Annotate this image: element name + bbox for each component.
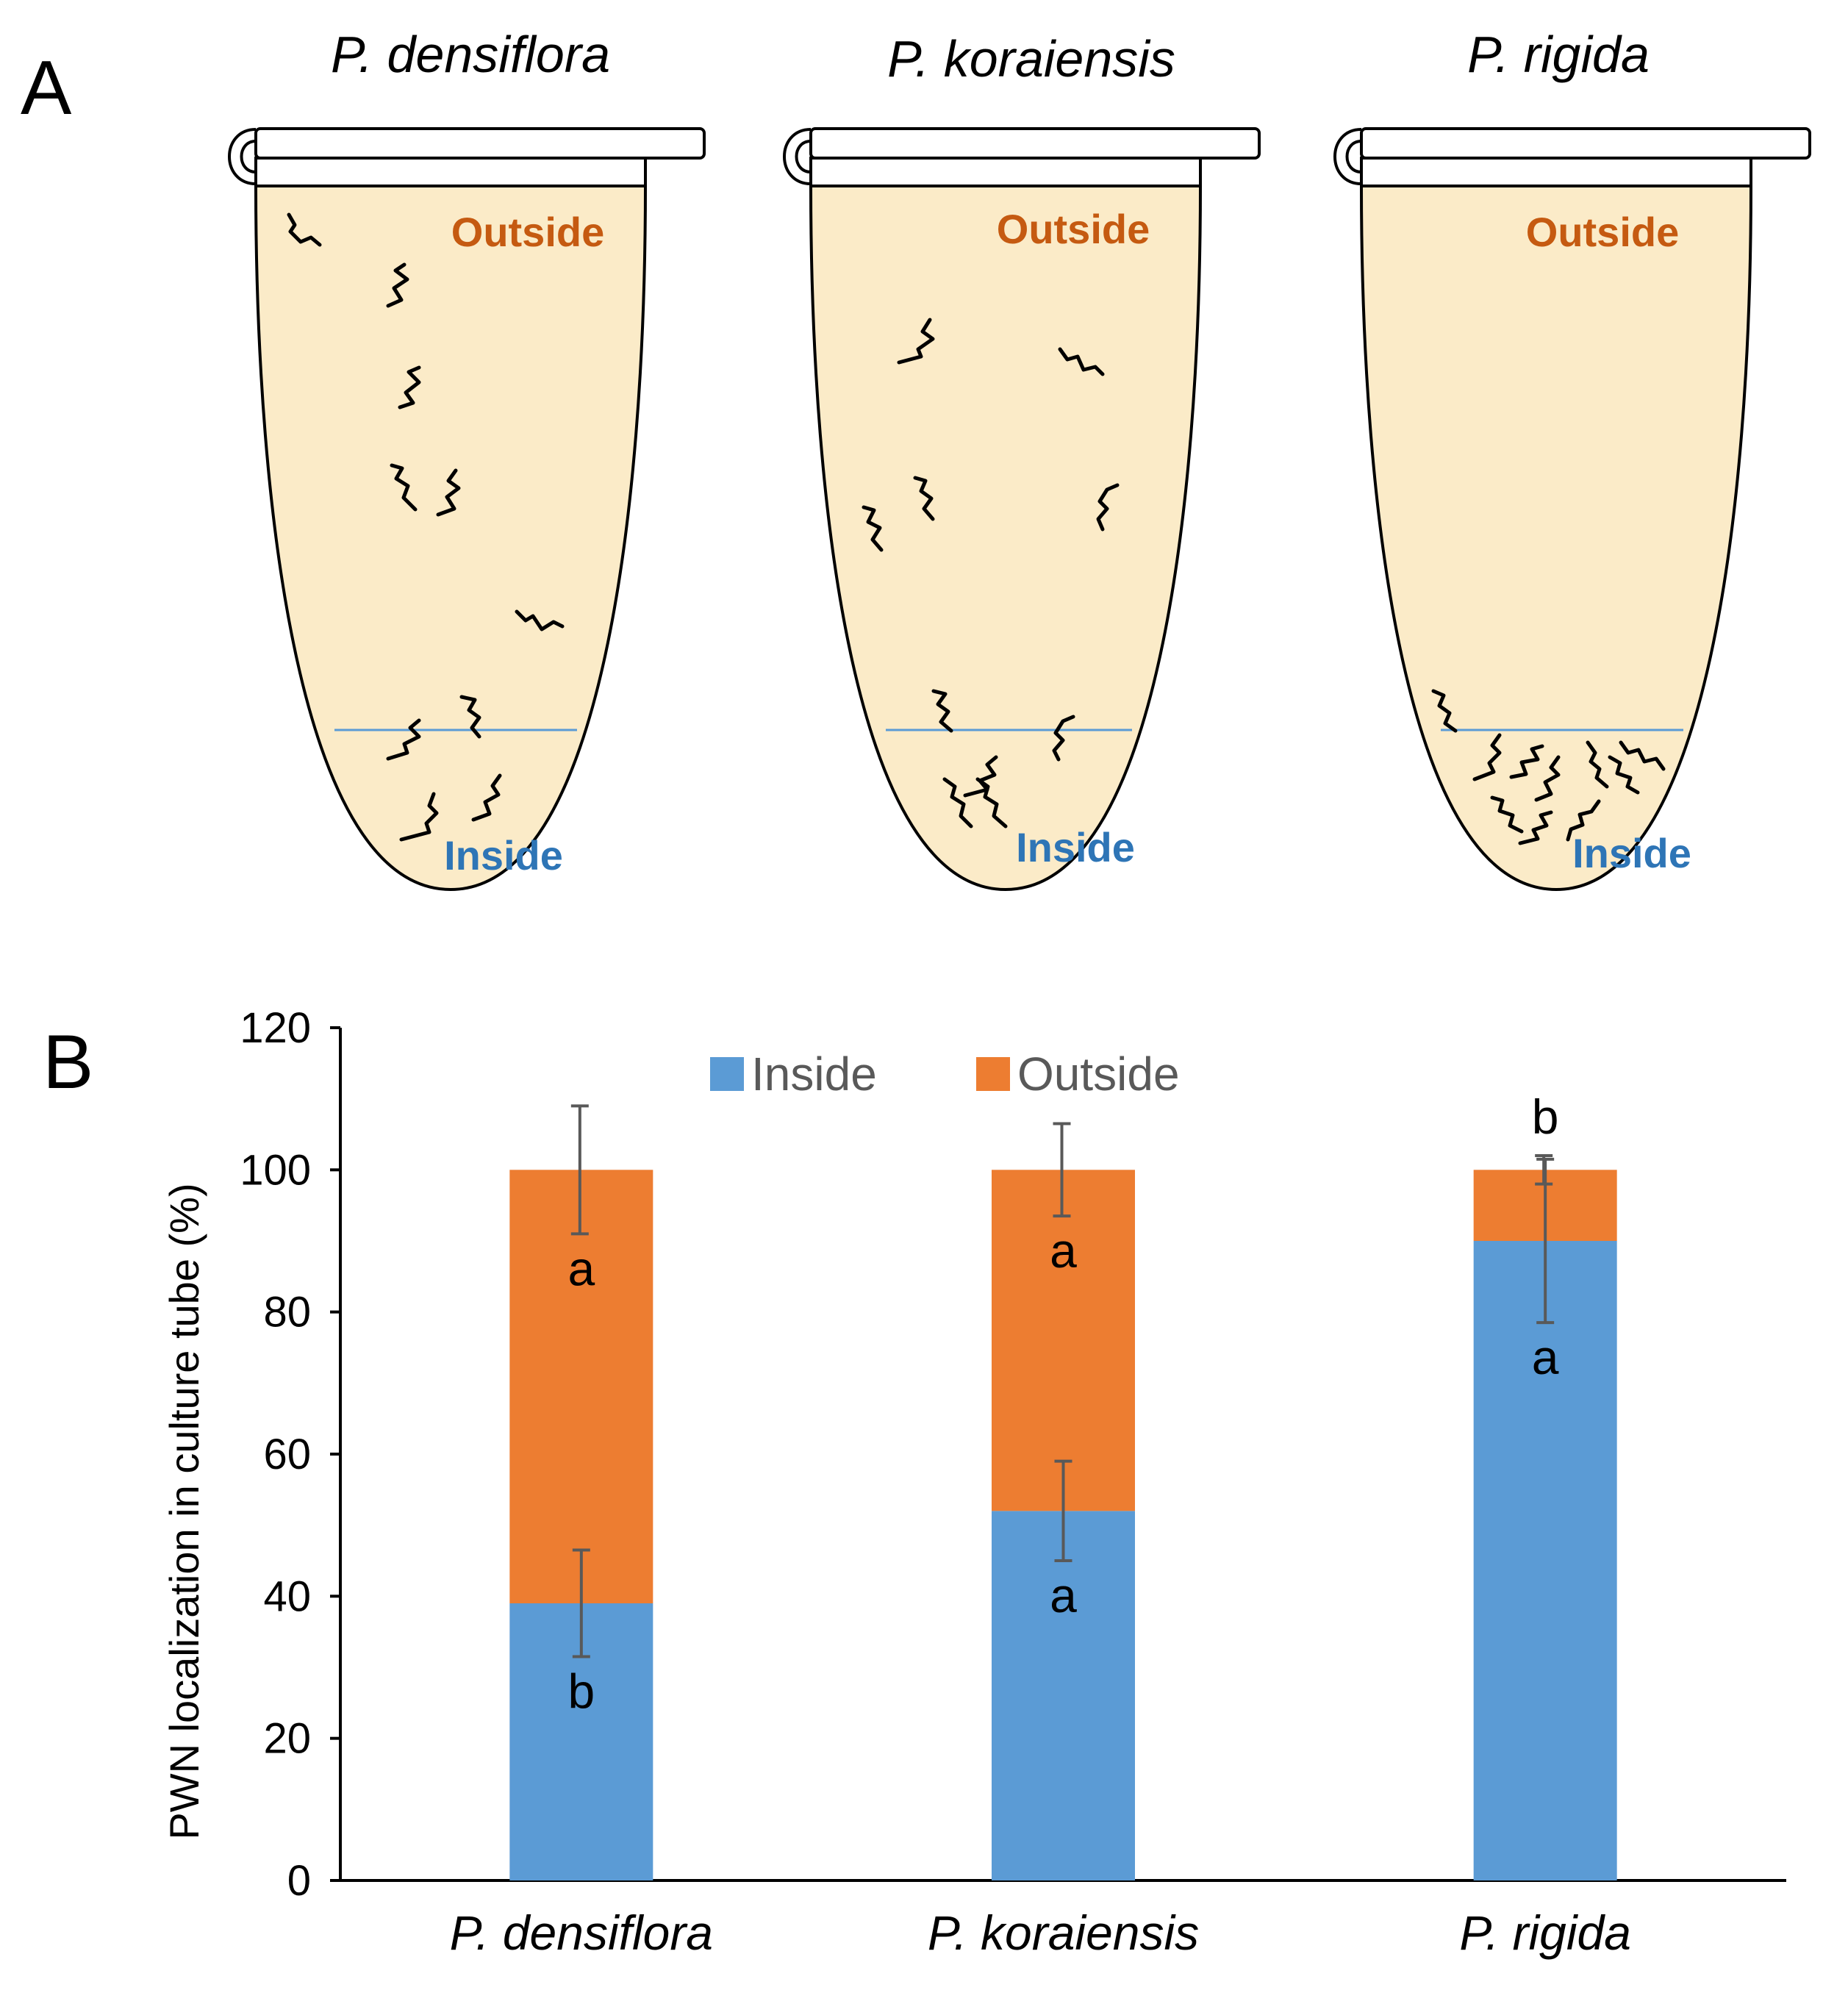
worms [1431,689,1666,845]
worm-icon [1096,483,1120,532]
stacked-bar-chart: PWN localization in culture tube (%) 0 20… [161,1004,1786,1960]
worm-icon [399,792,439,842]
worm-icon [1052,715,1075,762]
y-tick-label: 40 [263,1572,311,1620]
y-tick-label: 20 [263,1715,311,1763]
worms [862,318,1120,828]
letter-inside: a [1532,1330,1559,1384]
tube-species-label: P. koraiensis [887,30,1175,87]
worm-icon [942,777,973,828]
legend-swatch-inside [710,1057,744,1091]
y-tick-label: 100 [240,1146,311,1194]
y-tick-label: 60 [263,1431,311,1478]
worm-icon [386,262,409,308]
worm-icon [1431,689,1458,733]
significance-letters: b a a a a b [567,1089,1558,1719]
tube-species-label: P. rigida [1467,26,1650,83]
worm-icon [1058,347,1105,376]
worm-icon [975,777,1008,828]
worm-icon [390,463,418,512]
worm-icon [1490,795,1524,834]
y-axis-label: PWN localization in culture tube (%) [161,1183,207,1839]
tube-species-label: P. densiflora [331,26,610,83]
worms [287,212,565,842]
bar-outside [992,1170,1135,1511]
x-tick-label: P. densiflora [450,1905,713,1960]
letter-inside: b [567,1664,595,1719]
y-tick-label: 0 [287,1857,311,1905]
zone-inside-label: Inside [1572,830,1691,876]
zone-outside-label: Outside [451,209,604,255]
y-tick-label: 80 [263,1289,311,1336]
tube-koraiensis: P. koraiensis Outside Inside [783,30,1261,892]
worm-icon [1619,740,1666,771]
zone-outside-label: Outside [1526,209,1679,255]
worm-icon [515,609,565,631]
x-tick-label: P. koraiensis [928,1905,1199,1960]
worm-icon [897,318,935,365]
worm-icon [386,718,421,761]
tube-icon [1333,127,1811,892]
zone-outside-label: Outside [997,206,1150,252]
legend-swatch-outside [976,1057,1010,1091]
worm-icon [287,212,322,247]
worm-icon [931,689,953,733]
letter-outside: a [567,1241,595,1295]
worm-icon [1509,744,1544,779]
worm-icon [1586,740,1609,789]
worm-icon [1608,755,1640,795]
worm-icon [1534,755,1561,802]
y-ticks: 0 20 40 60 80 100 120 [240,1004,340,1905]
bar-inside [992,1511,1135,1880]
worm-icon [1472,733,1502,781]
legend: Inside Outside [710,1048,1180,1100]
error-bars [570,1104,1555,1658]
legend-label-outside: Outside [1017,1048,1180,1100]
bar-inside [1473,1241,1617,1880]
zone-inside-label: Inside [444,832,563,878]
letter-inside: a [1050,1568,1077,1622]
worm-icon [963,755,998,798]
tube-densiflora: P. densiflora Outside Inside [228,26,706,892]
worm-icon [459,695,481,739]
tube-icon [228,127,706,892]
zone-inside-label: Inside [1016,824,1135,870]
panel-b-letter: B [43,1020,93,1105]
x-tick-label: P. rigida [1459,1905,1631,1960]
worm-icon [1518,810,1553,845]
letter-outside: b [1532,1089,1559,1144]
worm-icon [471,773,502,822]
bar-outside [509,1170,653,1603]
tube-rigida: P. rigida Outside Inside [1333,26,1811,892]
y-tick-label: 120 [240,1004,311,1052]
legend-label-inside: Inside [751,1048,877,1100]
worm-icon [398,365,421,409]
x-tick-labels: P. densiflora P. koraiensis P. rigida [450,1905,1631,1960]
panel-a-letter: A [21,46,72,131]
worm-icon [1566,799,1601,842]
worm-icon [862,505,884,552]
letter-outside: a [1050,1223,1077,1278]
worm-icon [436,468,461,517]
worm-icon [913,476,935,521]
